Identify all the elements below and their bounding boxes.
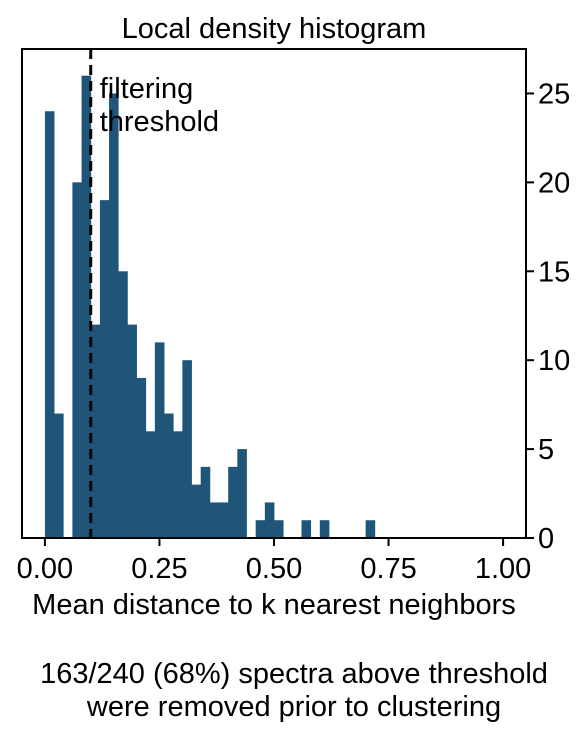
- threshold-label-line: filtering: [100, 73, 193, 105]
- threshold-label-line: threshold: [100, 106, 219, 138]
- histogram-bar: [173, 431, 183, 538]
- y-tick-label: 5: [538, 434, 554, 466]
- y-tick-label: 25: [538, 78, 570, 110]
- histogram-bar: [301, 520, 312, 538]
- y-tick-label: 0: [538, 523, 554, 555]
- caption-line-1: 163/240 (68%) spectra above threshold: [40, 658, 548, 690]
- histogram-bar: [191, 484, 202, 538]
- histogram-bar: [264, 502, 275, 538]
- histogram-bar: [90, 324, 101, 538]
- histogram-bar: [319, 520, 330, 538]
- histogram-bar: [274, 520, 284, 538]
- histogram-bar: [44, 111, 55, 539]
- x-axis: 0.00 0.25 0.50 0.75 1.00: [17, 538, 531, 585]
- x-tick-label: 0.75: [360, 553, 416, 585]
- y-tick-label: 15: [538, 256, 570, 288]
- histogram-bar: [136, 377, 147, 538]
- histogram-bar: [145, 431, 156, 538]
- y-axis-right: 0 5 10 15 20 25: [526, 78, 570, 555]
- x-tick-label: 0.50: [246, 553, 302, 585]
- histogram-bar: [365, 520, 376, 538]
- histogram-bar: [154, 342, 165, 538]
- histogram-bar: [237, 449, 247, 538]
- y-tick-label: 10: [538, 345, 570, 377]
- x-axis-label: Mean distance to k nearest neighbors: [32, 589, 516, 621]
- histogram-bar: [228, 466, 238, 538]
- caption-line-2: were removed prior to clustering: [86, 691, 502, 723]
- chart-title: Local density histogram: [122, 13, 427, 45]
- histogram-bars: [44, 75, 376, 539]
- histogram-bar: [72, 182, 82, 538]
- histogram-bar: [99, 200, 110, 539]
- histogram-bar: [164, 413, 174, 538]
- histogram-bar: [255, 520, 266, 538]
- histogram-bar: [109, 93, 119, 539]
- x-tick-label: 1.00: [475, 553, 531, 585]
- histogram-bar: [54, 413, 64, 538]
- histogram-bar: [81, 75, 92, 538]
- histogram-bar: [127, 324, 137, 538]
- histogram-bar: [118, 271, 128, 538]
- histogram-bar: [200, 466, 211, 538]
- histogram-bar: [219, 502, 229, 538]
- histogram-bar: [209, 502, 220, 538]
- y-tick-label: 20: [538, 167, 570, 199]
- x-tick-label: 0.00: [17, 553, 73, 585]
- threshold-label: filtering threshold: [100, 73, 219, 138]
- histogram-bar: [182, 360, 192, 538]
- x-tick-label: 0.25: [131, 553, 187, 585]
